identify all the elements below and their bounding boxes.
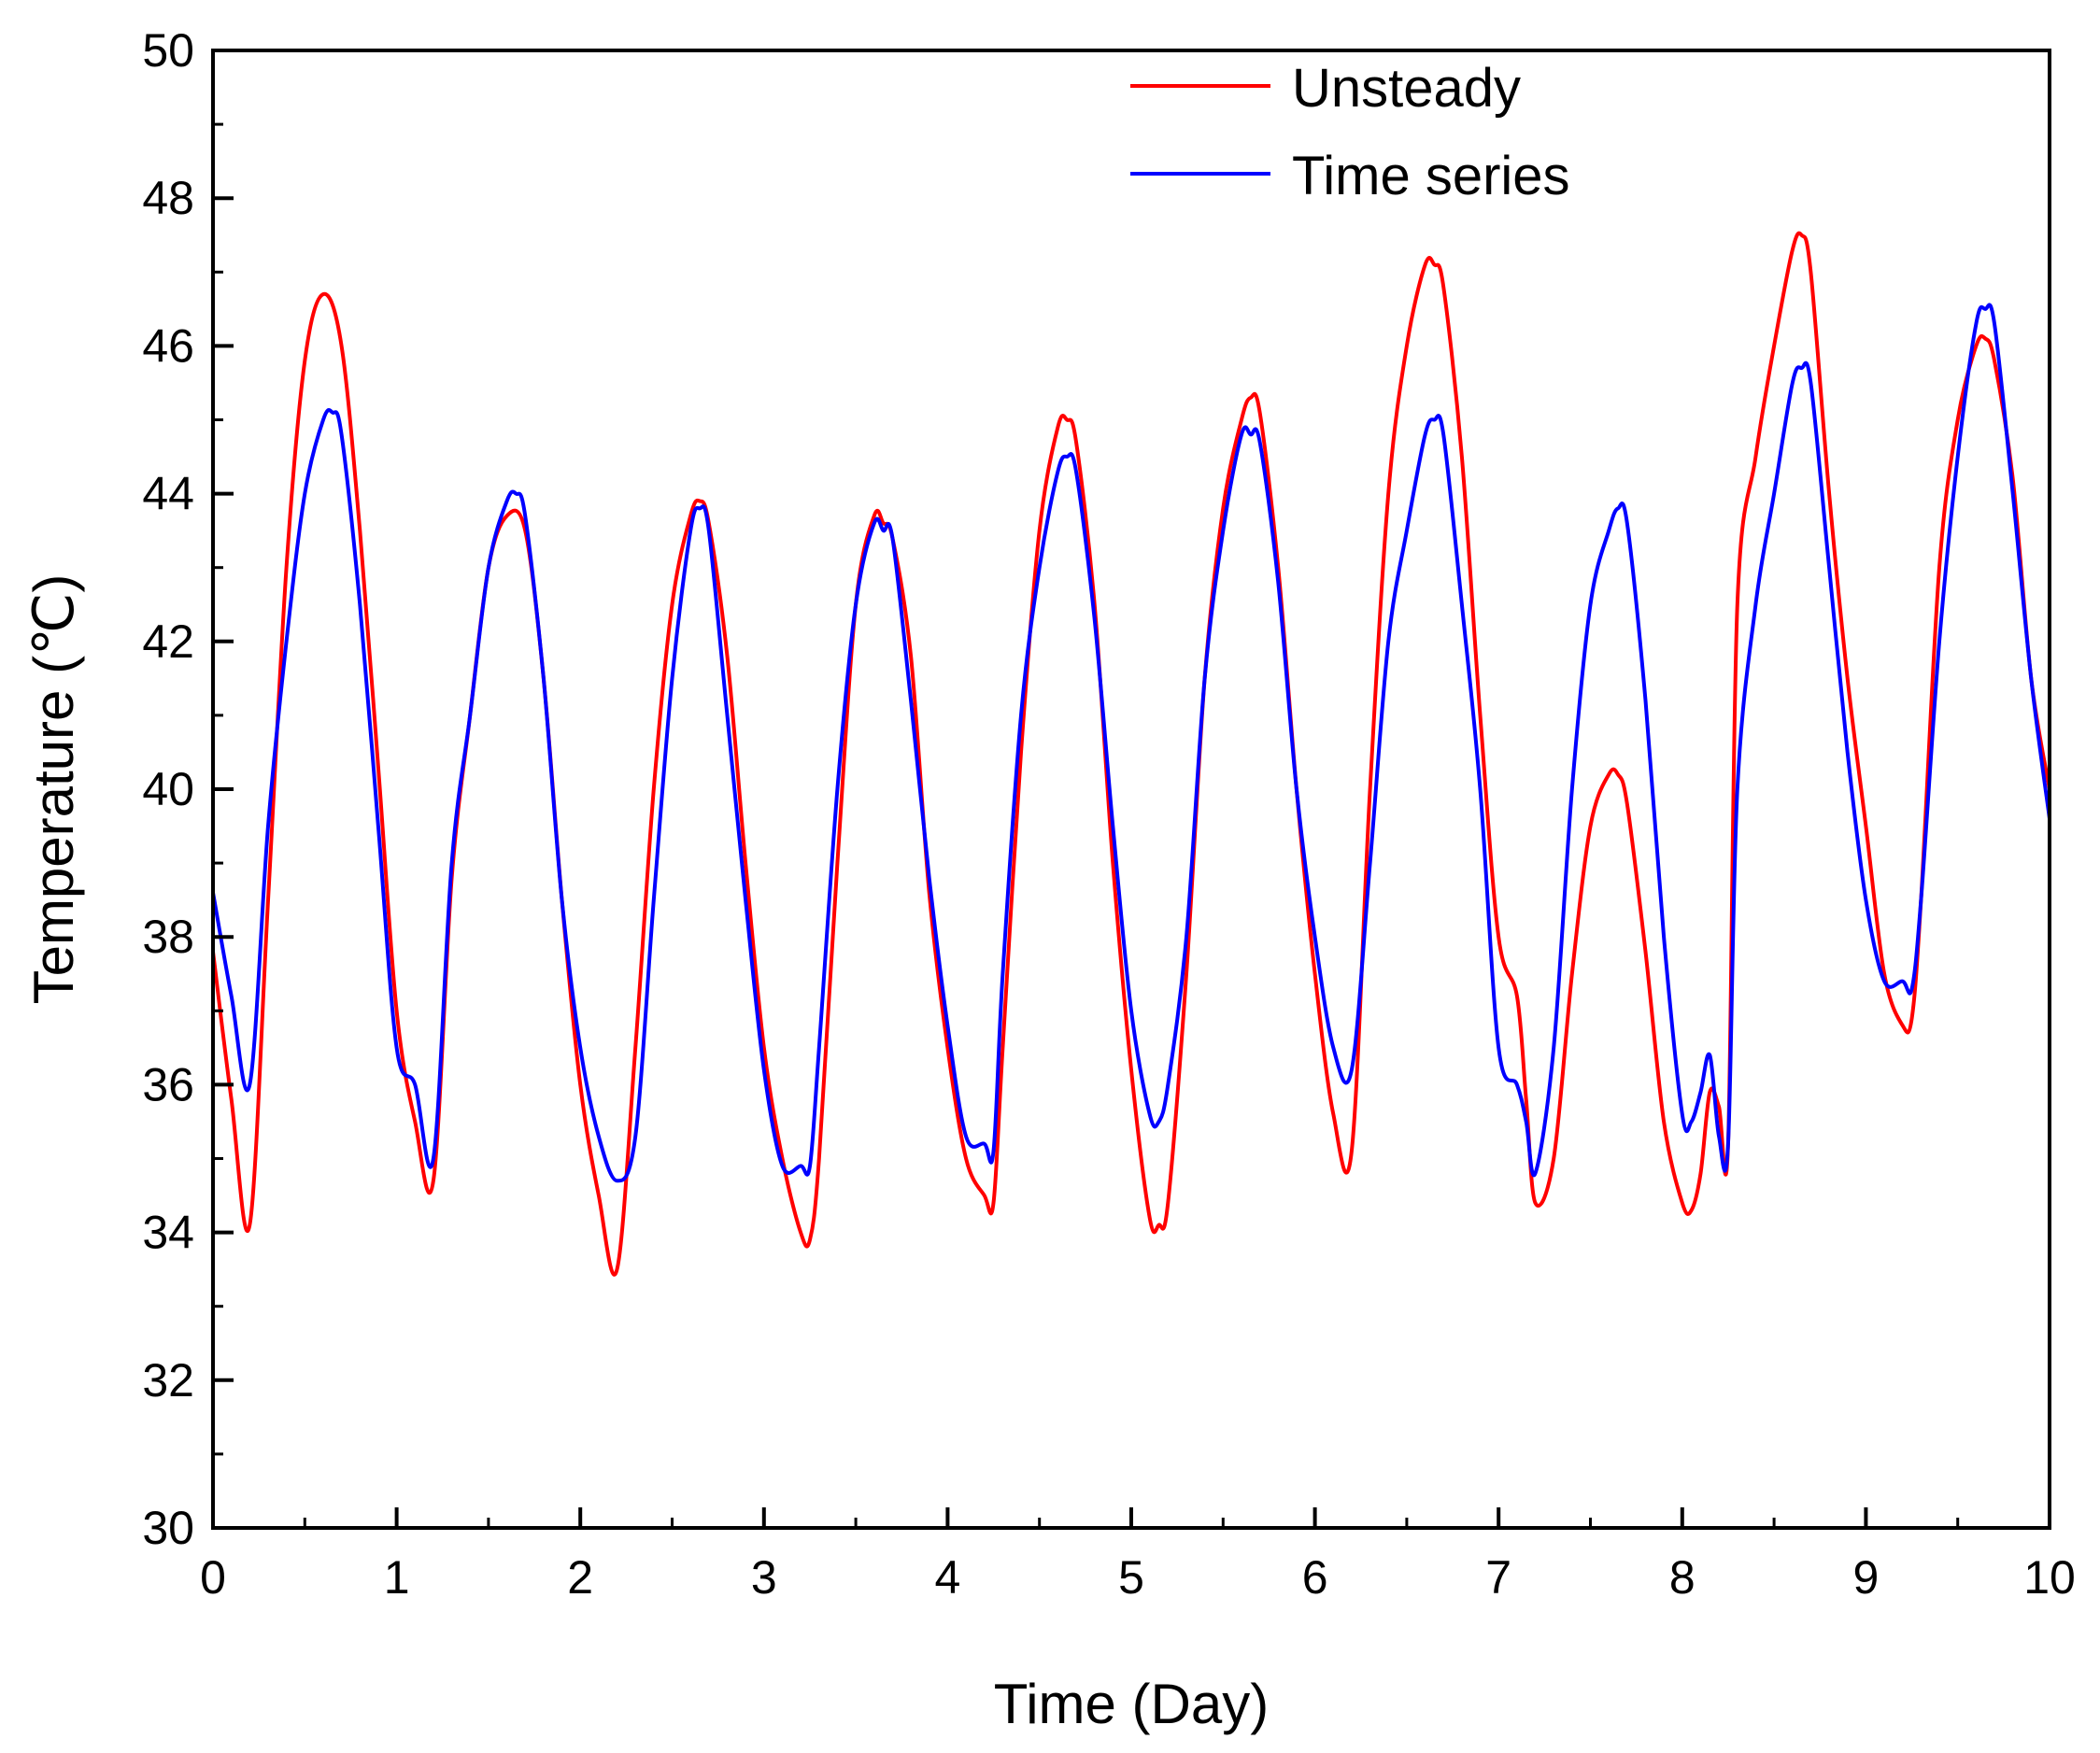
x-tick-label: 1	[384, 1551, 410, 1604]
x-tick-label: 10	[2023, 1551, 2076, 1604]
y-tick-label: 42	[142, 615, 194, 668]
y-tick-label: 30	[142, 1502, 194, 1554]
series-line-unsteady	[211, 231, 2051, 1277]
x-tick-label: 6	[1302, 1551, 1328, 1604]
series-line-time-series	[211, 303, 2051, 1183]
y-tick-label: 34	[142, 1207, 194, 1259]
y-tick-label: 40	[142, 763, 194, 815]
x-tick-label: 0	[200, 1551, 226, 1604]
x-tick-label: 4	[934, 1551, 960, 1604]
x-tick-label: 7	[1485, 1551, 1511, 1604]
y-tick-label: 32	[142, 1354, 194, 1407]
x-axis-title: Time (Day)	[994, 1673, 1269, 1735]
y-tick-label: 50	[142, 24, 194, 77]
x-tick-label: 5	[1118, 1551, 1144, 1604]
x-tick-label: 8	[1669, 1551, 1696, 1604]
plot-frame	[211, 49, 2051, 1530]
x-tick-label: 2	[567, 1551, 593, 1604]
legend-label-time-series: Time series	[1292, 146, 1570, 206]
y-tick-label: 48	[142, 172, 194, 224]
legend-label-unsteady: Unsteady	[1292, 58, 1521, 119]
y-axis-title: Temperature (℃)	[22, 574, 85, 1005]
axes-layer	[211, 49, 2051, 1530]
x-tick-label: 9	[1852, 1551, 1879, 1604]
y-tick-label: 46	[142, 319, 194, 372]
y-tick-label: 44	[142, 468, 194, 520]
y-tick-label: 38	[142, 911, 194, 963]
series-layer	[211, 231, 2051, 1277]
x-tick-label: 3	[751, 1551, 777, 1604]
y-tick-label: 36	[142, 1058, 194, 1110]
legend: Unsteady Time series	[1130, 58, 1570, 206]
